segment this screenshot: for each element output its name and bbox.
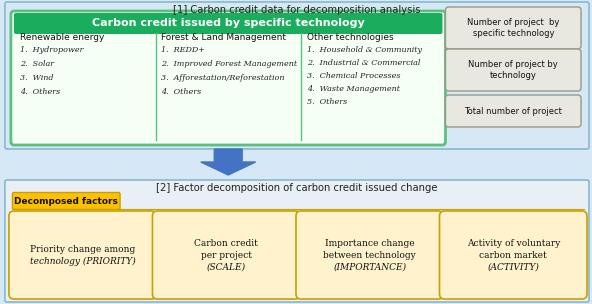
Text: 1.  REDD+: 1. REDD+ [162, 46, 205, 54]
Text: Forest & Land Management: Forest & Land Management [162, 33, 287, 43]
Text: 4.  Waste Management: 4. Waste Management [307, 85, 400, 93]
FancyBboxPatch shape [439, 211, 587, 299]
Text: 3.  Chemical Processes: 3. Chemical Processes [307, 72, 400, 80]
Text: between technology: between technology [323, 250, 416, 260]
Text: Activity of voluntary: Activity of voluntary [466, 239, 560, 247]
Text: (IMPORTANCE): (IMPORTANCE) [333, 262, 406, 271]
FancyBboxPatch shape [296, 211, 443, 299]
Text: 5.  Others: 5. Others [307, 98, 347, 106]
Text: Priority change among: Priority change among [30, 244, 136, 254]
Text: [2] Factor decomposition of carbon credit issued change: [2] Factor decomposition of carbon credi… [156, 183, 437, 193]
FancyBboxPatch shape [12, 192, 120, 209]
Text: Carbon credit: Carbon credit [194, 239, 258, 247]
Text: Number of project by
technology: Number of project by technology [468, 60, 558, 80]
Text: 4.  Others: 4. Others [20, 88, 60, 96]
FancyBboxPatch shape [11, 11, 446, 145]
Text: 1.  Household & Community: 1. Household & Community [307, 46, 422, 54]
FancyBboxPatch shape [446, 95, 581, 127]
Text: Importance change: Importance change [325, 239, 414, 247]
FancyBboxPatch shape [446, 49, 581, 91]
Text: 3.  Wind: 3. Wind [20, 74, 53, 82]
Text: Decomposed factors: Decomposed factors [14, 196, 118, 206]
FancyBboxPatch shape [153, 211, 300, 299]
FancyBboxPatch shape [446, 7, 581, 49]
Text: 1.  Hydropower: 1. Hydropower [20, 46, 83, 54]
Text: per project: per project [201, 250, 252, 260]
FancyArrow shape [201, 149, 256, 175]
Text: technology (PRIORITY): technology (PRIORITY) [30, 257, 136, 266]
Text: Renewable energy: Renewable energy [20, 33, 104, 43]
Text: Total number of project: Total number of project [464, 106, 562, 116]
Text: [1] Carbon credit data for decomposition analysis: [1] Carbon credit data for decomposition… [173, 5, 421, 15]
Text: (SCALE): (SCALE) [207, 262, 246, 271]
Text: 3.  Afforestation/Reforestation: 3. Afforestation/Reforestation [162, 74, 285, 82]
FancyBboxPatch shape [9, 211, 156, 299]
FancyBboxPatch shape [5, 2, 589, 149]
Text: 2.  Industrial & Commercial: 2. Industrial & Commercial [307, 59, 420, 67]
FancyBboxPatch shape [5, 180, 589, 302]
Text: (ACTIVITY): (ACTIVITY) [487, 262, 539, 271]
Text: Number of project  by
specific technology: Number of project by specific technology [467, 18, 559, 38]
FancyBboxPatch shape [14, 13, 442, 34]
Text: Other technologies: Other technologies [307, 33, 394, 43]
Text: 2.  Solar: 2. Solar [20, 60, 54, 68]
Text: carbon market: carbon market [480, 250, 547, 260]
Text: Carbon credit issued by specific technology: Carbon credit issued by specific technol… [92, 19, 365, 29]
Text: 2.  Improved Forest Management: 2. Improved Forest Management [162, 60, 298, 68]
Text: 4.  Others: 4. Others [162, 88, 202, 96]
